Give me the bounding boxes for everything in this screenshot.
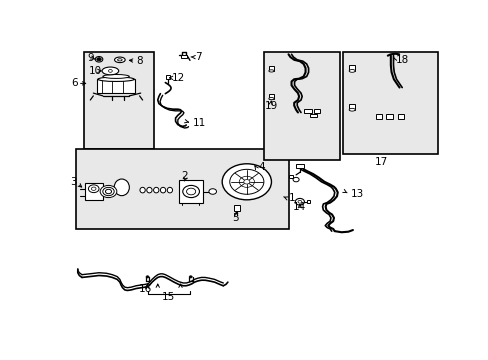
Ellipse shape	[160, 187, 165, 193]
Bar	[348, 66, 354, 71]
Circle shape	[88, 185, 99, 193]
Ellipse shape	[117, 59, 122, 61]
Circle shape	[97, 58, 101, 61]
Text: 12: 12	[172, 73, 185, 83]
Bar	[310, 114, 317, 117]
Bar	[303, 109, 311, 113]
Text: 4: 4	[258, 162, 264, 172]
Ellipse shape	[102, 67, 119, 75]
Ellipse shape	[114, 179, 129, 196]
Text: 17: 17	[374, 157, 387, 167]
Text: 8: 8	[136, 56, 142, 66]
Bar	[178, 180, 203, 203]
Text: 5: 5	[232, 213, 238, 223]
Circle shape	[186, 188, 195, 195]
Bar	[343, 51, 437, 154]
Ellipse shape	[114, 57, 125, 63]
Ellipse shape	[268, 70, 274, 72]
Text: 15: 15	[161, 292, 174, 302]
Circle shape	[100, 185, 117, 198]
Circle shape	[229, 169, 264, 194]
Circle shape	[244, 180, 249, 184]
Circle shape	[292, 177, 299, 182]
Text: 11: 11	[192, 118, 205, 128]
Text: 2: 2	[181, 171, 187, 181]
Bar	[84, 51, 154, 149]
Bar	[264, 51, 339, 159]
Circle shape	[146, 276, 149, 278]
Bar	[97, 79, 135, 93]
Bar	[166, 75, 170, 79]
Circle shape	[239, 176, 254, 187]
Circle shape	[189, 276, 192, 278]
Bar	[375, 114, 382, 118]
Text: 18: 18	[395, 55, 408, 65]
Bar	[84, 183, 102, 200]
Bar	[386, 114, 392, 118]
Text: 3: 3	[70, 177, 77, 187]
Bar	[233, 205, 240, 211]
Bar	[296, 164, 304, 168]
Bar	[348, 104, 354, 110]
Ellipse shape	[167, 187, 172, 193]
Ellipse shape	[153, 187, 159, 193]
Bar	[288, 175, 292, 179]
Text: 13: 13	[350, 189, 363, 199]
Bar	[397, 114, 404, 118]
Ellipse shape	[268, 98, 274, 100]
Circle shape	[297, 201, 301, 203]
Ellipse shape	[348, 108, 354, 111]
Ellipse shape	[98, 77, 134, 81]
Circle shape	[108, 69, 112, 72]
Text: 10: 10	[88, 66, 102, 76]
Text: 19: 19	[264, 100, 278, 111]
Text: 7: 7	[195, 52, 201, 62]
Circle shape	[95, 57, 102, 62]
Text: 14: 14	[292, 202, 305, 212]
Text: 1: 1	[288, 193, 295, 203]
Bar	[306, 201, 310, 203]
Text: 9: 9	[87, 53, 93, 63]
Circle shape	[222, 164, 271, 200]
Ellipse shape	[208, 189, 216, 194]
Circle shape	[183, 185, 199, 198]
Bar	[180, 55, 187, 58]
Circle shape	[105, 189, 111, 194]
Bar	[268, 66, 274, 71]
Circle shape	[295, 198, 304, 205]
Bar	[268, 94, 274, 99]
Bar	[314, 109, 319, 113]
Ellipse shape	[348, 69, 354, 72]
Ellipse shape	[146, 187, 152, 193]
Ellipse shape	[140, 187, 145, 193]
Circle shape	[102, 187, 114, 195]
Text: 6: 6	[71, 78, 78, 89]
Bar	[76, 149, 288, 229]
Ellipse shape	[102, 75, 129, 78]
Text: 16: 16	[139, 284, 152, 294]
Circle shape	[91, 187, 96, 190]
